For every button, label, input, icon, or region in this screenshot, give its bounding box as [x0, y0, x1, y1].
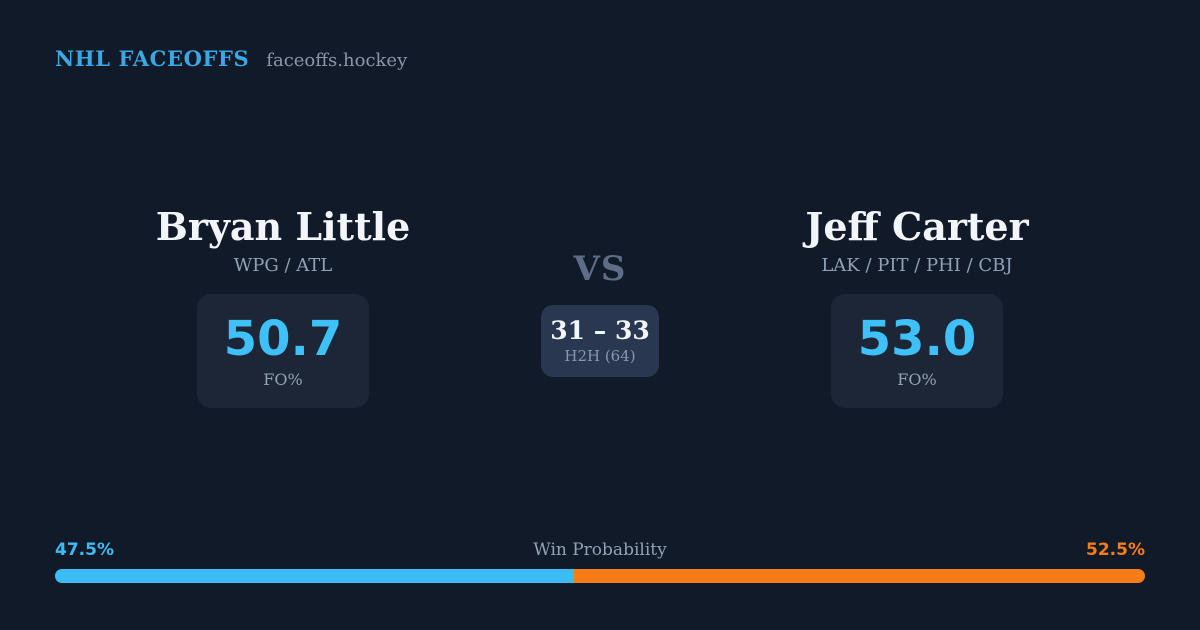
win-probability-left-segment: [55, 569, 573, 583]
brand-title: NHL FACEOFFS: [55, 46, 250, 71]
player-right: Jeff Carter LAK / PIT / PHI / CBJ 53.0 F…: [689, 204, 1145, 409]
player-left-stat-label: FO%: [263, 369, 303, 389]
h2h-score: 31 – 33: [550, 315, 650, 345]
site-domain: faceoffs.hockey: [266, 50, 408, 71]
player-left: Bryan Little WPG / ATL 50.7 FO%: [55, 204, 511, 409]
player-left-stat-box: 50.7 FO%: [197, 294, 369, 409]
win-probability-labels: 47.5% Win Probability 52.5%: [55, 542, 1145, 559]
vs-label: VS: [573, 249, 627, 289]
player-left-stat-value: 50.7: [223, 310, 343, 367]
h2h-label: H2H (64): [564, 346, 636, 365]
win-probability-right-pct: 52.5%: [1086, 540, 1145, 560]
matchup-section: Bryan Little WPG / ATL 50.7 FO% VS 31 – …: [55, 204, 1145, 409]
player-left-name: Bryan Little: [155, 204, 411, 249]
h2h-box: 31 – 33 H2H (64): [541, 304, 659, 377]
versus-column: VS 31 – 33 H2H (64): [511, 204, 689, 408]
header: NHL FACEOFFS faceoffs.hockey: [55, 46, 1145, 71]
player-right-stat-value: 53.0: [857, 310, 977, 367]
win-probability-right-segment: [572, 569, 1145, 583]
player-right-teams: LAK / PIT / PHI / CBJ: [821, 254, 1013, 276]
player-right-name: Jeff Carter: [805, 204, 1029, 249]
player-right-stat-box: 53.0 FO%: [831, 294, 1003, 409]
win-probability-title: Win Probability: [533, 540, 667, 560]
player-right-stat-label: FO%: [897, 369, 937, 389]
win-probability-bar: [55, 569, 1145, 583]
win-probability-section: 47.5% Win Probability 52.5%: [55, 542, 1145, 583]
win-probability-left-pct: 47.5%: [55, 540, 114, 560]
player-left-teams: WPG / ATL: [233, 254, 333, 276]
